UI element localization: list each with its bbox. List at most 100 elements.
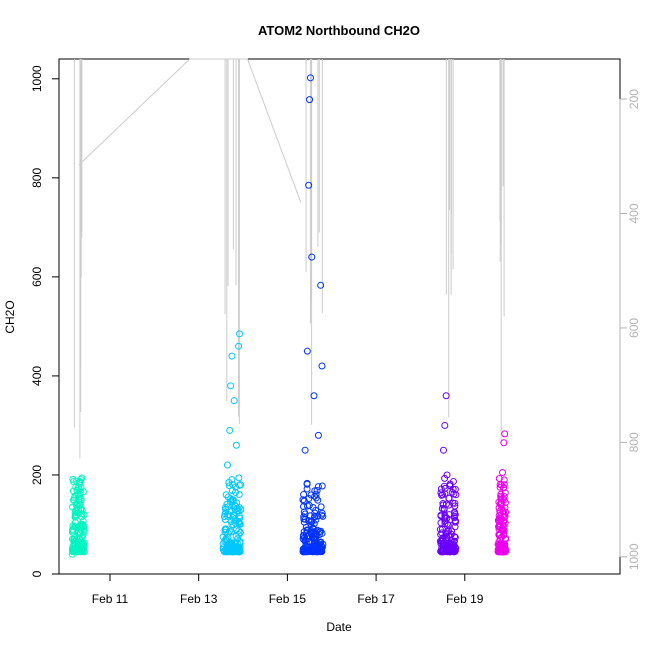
background-point (224, 503, 232, 511)
background-point (443, 546, 451, 554)
data-point (439, 491, 447, 499)
data-point (79, 520, 87, 528)
right-tick-label: 600 (627, 318, 641, 338)
background-point (500, 527, 508, 535)
background-point (439, 541, 447, 549)
background-point (443, 534, 451, 542)
background-point (76, 548, 84, 556)
background-point (231, 515, 239, 523)
data-point (442, 392, 450, 400)
background-point (235, 503, 243, 511)
data-point (447, 530, 455, 538)
background-point (438, 547, 446, 555)
background-point (301, 544, 309, 552)
y-tick-label: 400 (30, 366, 44, 386)
background-point (440, 506, 448, 514)
background-point (80, 511, 88, 519)
background-point (222, 505, 230, 513)
y-axis-label: CH2O (3, 300, 17, 333)
y-tick-label: 800 (30, 168, 44, 188)
background-point (77, 505, 85, 513)
data-point (235, 342, 243, 350)
data-point (221, 516, 229, 524)
background-point (445, 494, 453, 502)
data-point (303, 347, 311, 355)
data-point (68, 550, 76, 558)
background-point (221, 528, 229, 536)
background-point (303, 485, 311, 493)
background-point (228, 521, 236, 529)
data-point (228, 352, 236, 360)
data-point (301, 446, 309, 454)
data-point (222, 491, 230, 499)
background-point (446, 482, 454, 490)
background-point (235, 544, 243, 552)
background-point (448, 527, 456, 535)
x-axis-label: Date (326, 620, 352, 634)
background-point (78, 513, 86, 521)
background-point (439, 500, 447, 508)
background-point (437, 511, 445, 519)
background-point (231, 488, 239, 496)
background-point (498, 504, 506, 512)
background-point (312, 506, 320, 514)
data-point (500, 439, 508, 447)
data-point (232, 441, 240, 449)
x-axis: Feb 11 Feb 13 Feb 15 Feb 17 Feb 19 (92, 573, 484, 606)
data-point (306, 96, 314, 104)
background-point (310, 534, 318, 542)
x-tick-label: Feb 17 (357, 592, 395, 606)
background-point (317, 538, 325, 546)
plot-area-box (58, 58, 621, 575)
background-point (495, 523, 503, 531)
background-point (69, 546, 77, 554)
data-point (445, 511, 453, 519)
background-point (236, 529, 244, 537)
data-point (310, 392, 318, 400)
background-point (441, 513, 449, 521)
data-point (501, 430, 509, 438)
background-point (232, 532, 240, 540)
background-point (306, 512, 314, 520)
x-tick-label: Feb 13 (180, 592, 218, 606)
background-point (438, 505, 446, 513)
data-point (306, 74, 314, 82)
background-point (500, 476, 508, 484)
background-point (235, 527, 243, 535)
data-point (498, 468, 506, 476)
data-point (450, 540, 458, 548)
background-point (76, 493, 84, 501)
background-point (447, 548, 455, 556)
right-tick-label: 200 (627, 89, 641, 109)
background-point (307, 491, 315, 499)
transit-pressure-line (78, 58, 302, 203)
background-point (451, 547, 459, 555)
background-point (319, 512, 327, 520)
background-point (496, 483, 504, 491)
y-tick-label: 0 (30, 570, 44, 577)
background-point (228, 548, 236, 556)
data-point (226, 426, 234, 434)
y-tick-label: 200 (30, 465, 44, 485)
background-point (315, 530, 323, 538)
background-point (309, 525, 317, 533)
background-point (313, 486, 321, 494)
data-point (441, 421, 449, 429)
background-point (452, 544, 460, 552)
data-point (494, 540, 502, 548)
background-point (229, 481, 237, 489)
background-point (313, 526, 321, 534)
data-point (219, 533, 227, 541)
background-point (303, 548, 311, 556)
data-point (71, 535, 79, 543)
data-point (314, 431, 322, 439)
background-point (305, 537, 313, 545)
data-point (502, 535, 510, 543)
background-point (236, 520, 244, 528)
background-point (451, 502, 459, 510)
background-point (305, 517, 313, 525)
data-point (76, 478, 84, 486)
background-point (228, 495, 236, 503)
background-point (219, 540, 227, 548)
